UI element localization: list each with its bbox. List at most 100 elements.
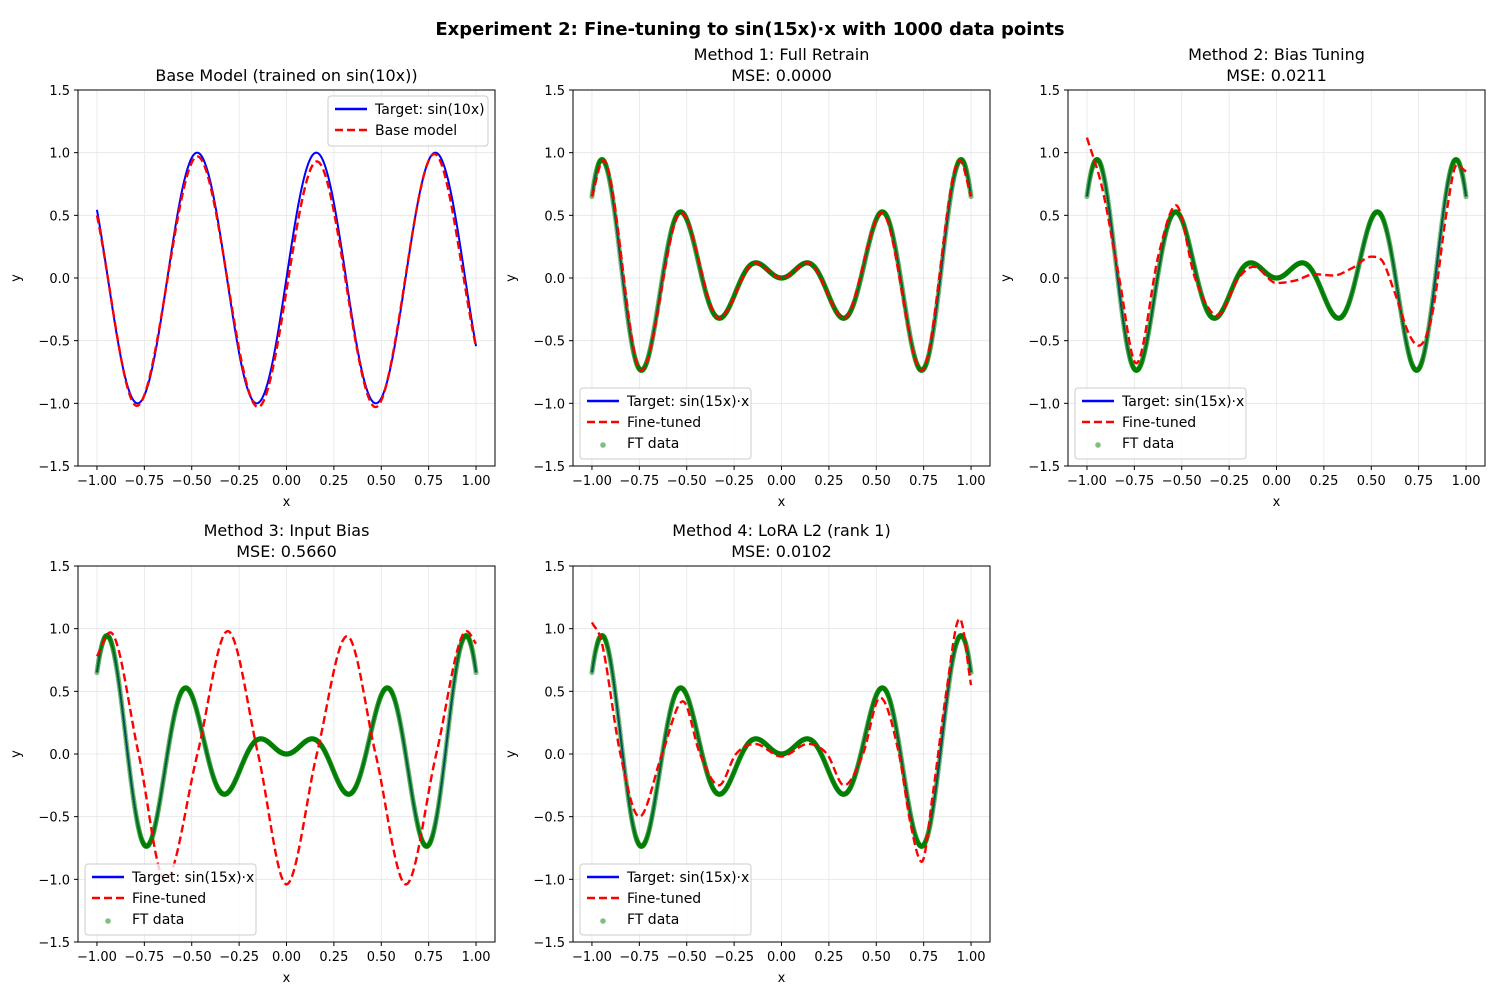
axes-frame [77,89,496,467]
x-tick-label: 0.00 [767,950,796,965]
legend-label: Fine-tuned [132,891,206,907]
x-tick-label: 0.00 [272,474,301,489]
legend-box [327,95,489,147]
x-tick-label: −0.25 [219,950,259,965]
y-tick-label: 0.5 [544,209,565,224]
y-tick-label: −0.5 [38,811,70,826]
x-tick-label: 0.75 [909,474,938,489]
y-tick-label: −0.5 [533,811,565,826]
data-layer [94,629,479,886]
y-tick-label: 1.0 [1039,147,1060,162]
scatter-point [473,669,479,676]
x-tick-label: 0.50 [862,950,891,965]
y-tick-label: −1.0 [38,873,70,888]
x-tick-label: −1.00 [572,474,612,489]
figure-suptitle: Experiment 2: Fine-tuning to sin(15x)·x … [435,19,1064,40]
ticks: −1.00 −0.75 −0.50 −0.25 0.00 0.25 0.50 0.75 1.00… [1028,84,1480,489]
x-tick-label: −0.75 [619,474,659,489]
y-tick-label: −1.0 [533,397,565,412]
axes-frame [1067,89,1486,467]
x-tick-label: 0.25 [319,474,348,489]
y-tick-label: −1.5 [38,936,70,951]
x-tick-label: 0.50 [367,950,396,965]
y-tick-label: 1.0 [49,623,70,638]
x-tick-label: −0.75 [619,950,659,965]
legend-box [84,863,257,936]
legend-label: Target: sin(15x)·x [626,870,749,886]
legend-box [579,387,752,460]
y-tick-label: 1.5 [49,560,70,575]
legend-label: FT data [627,436,679,452]
x-tick-label: −1.00 [1067,474,1107,489]
y-tick-label: 1.5 [49,84,70,99]
x-tick-label: 0.75 [414,474,443,489]
x-tick-label: −0.50 [172,474,212,489]
legend-label: FT data [627,912,679,928]
data-layer [589,156,974,373]
y-tick-label: −1.0 [1028,397,1060,412]
x-tick-label: 0.50 [862,474,891,489]
y-tick-label: 0.5 [1039,209,1060,224]
x-tick-label: −0.50 [1162,474,1202,489]
x-tick-label: 0.75 [414,950,443,965]
ticks: −1.00 −0.75 −0.50 −0.25 0.00 0.25 0.50 0.75 1.00… [38,84,490,489]
subplot-title: MSE: 0.0102 [731,542,832,561]
x-tick-label: −1.00 [572,950,612,965]
legend-label: Target: sin(10x) [374,102,485,118]
legend-label: FT data [1122,436,1174,452]
subplot-title: Method 3: Input Bias [204,521,370,540]
x-tick-label: 0.00 [1262,474,1291,489]
x-tick-label: 1.00 [462,950,491,965]
x-tick-label: 0.25 [814,950,843,965]
y-tick-label: 1.5 [544,560,565,575]
axes-frame [77,565,496,943]
legend-swatch-ft-data [600,918,606,924]
y-tick-label: 0.0 [544,748,565,763]
x-tick-label: 1.00 [957,950,986,965]
y-tick-label: −1.0 [38,397,70,412]
y-tick-label: 1.0 [544,623,565,638]
x-tick-label: 1.00 [957,474,986,489]
y-tick-label: −0.5 [533,335,565,350]
y-tick-label: 0.5 [544,685,565,700]
legend-swatch-ft-data [105,918,111,924]
x-tick-label: −0.50 [172,950,212,965]
x-tick-label: 0.50 [1357,474,1386,489]
y-tick-label: 0.5 [49,685,70,700]
legend: Target: sin(15x)·x Fine-tuned FT data [579,387,752,460]
legend-swatch-ft-data [600,442,606,448]
y-axis-label: y [999,274,1014,282]
x-tick-label: 0.75 [909,950,938,965]
series-line-model [1085,137,1467,365]
legend: Target: sin(15x)·x Fine-tuned FT data [1074,387,1247,460]
x-axis-label: x [1273,495,1281,510]
legend: Target: sin(15x)·x Fine-tuned FT data [84,863,257,936]
subplot-title: Method 1: Full Retrain [694,45,870,64]
ticks: −1.00 −0.75 −0.50 −0.25 0.00 0.25 0.50 0.75 1.00… [533,560,985,965]
ticks: −1.00 −0.75 −0.50 −0.25 0.00 0.25 0.50 0.75 1.00… [38,560,490,965]
series-line-model [95,629,478,886]
x-axis-label: x [283,495,291,510]
y-tick-label: −0.5 [1028,335,1060,350]
subplot-1: −1.00 −0.75 −0.50 −0.25 0.00 0.25 0.50 0.75 1.00… [9,66,496,510]
data-layer [95,151,478,409]
series-line-model [590,617,973,864]
y-tick-label: 1.5 [544,84,565,99]
x-tick-label: 0.00 [272,950,301,965]
y-axis-label: y [504,750,519,758]
legend-label: Fine-tuned [1122,415,1196,431]
x-axis-label: x [283,971,291,986]
subplot-title: Base Model (trained on sin(10x)) [155,66,417,85]
legend-swatch-ft-data [1095,442,1101,448]
series-line-model [95,152,478,409]
x-tick-label: −0.75 [124,950,164,965]
x-tick-label: −0.75 [124,474,164,489]
x-tick-label: 0.25 [1309,474,1338,489]
subplot-title: MSE: 0.0000 [731,66,832,85]
x-tick-label: −1.00 [77,474,117,489]
x-axis-label: x [778,495,786,510]
x-tick-label: 0.25 [319,950,348,965]
subplot-3: −1.00 −0.75 −0.50 −0.25 0.00 0.25 0.50 0.75 1.00… [999,45,1486,510]
x-tick-label: 0.00 [767,474,796,489]
